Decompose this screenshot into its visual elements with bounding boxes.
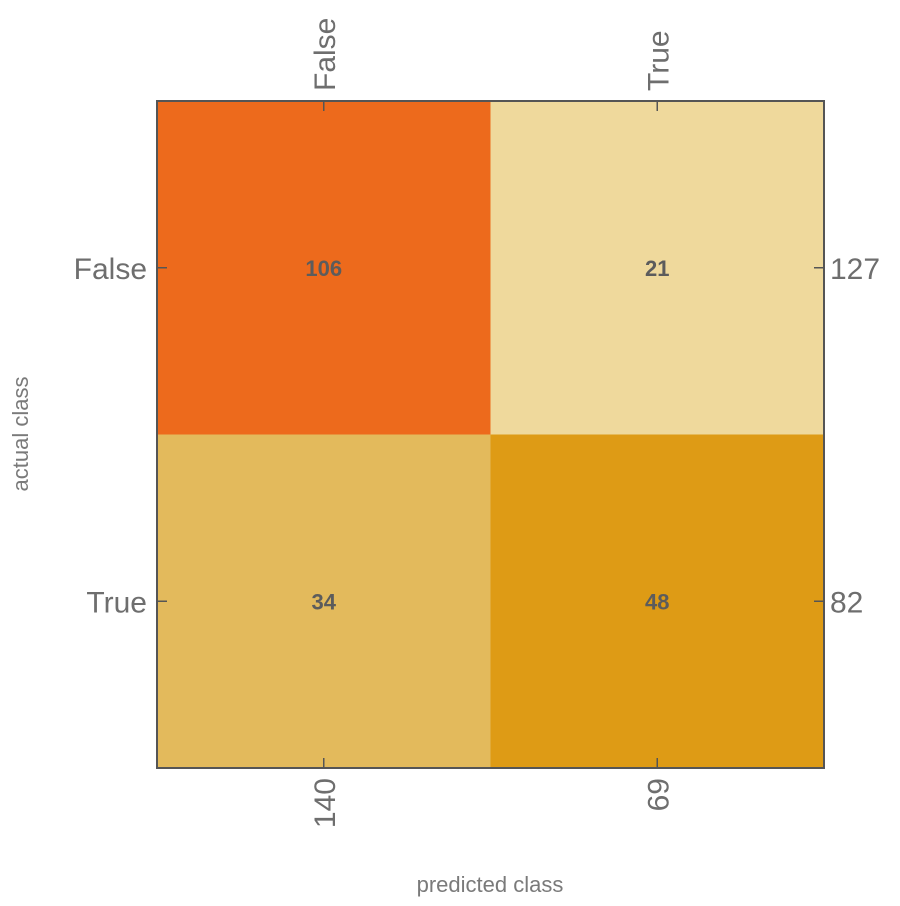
plot-frame xyxy=(156,100,825,769)
heatmap-cell-true-false xyxy=(157,434,491,768)
cell-value-label: 48 xyxy=(645,589,669,614)
y-tick-label-left: True xyxy=(86,586,147,619)
x-axis-title: predicted class xyxy=(417,872,564,897)
heatmap-cell-false-true xyxy=(490,101,824,435)
x-tick-label-top: True xyxy=(642,30,675,91)
cell-value-label: 106 xyxy=(305,256,342,281)
cell-value-label: 21 xyxy=(645,256,669,281)
y-axis-title: actual class xyxy=(8,377,33,492)
axis-ticks xyxy=(157,101,824,768)
heatmap-cell-true-true xyxy=(490,434,824,768)
column-total-label: 69 xyxy=(642,778,675,811)
row-total-label: 82 xyxy=(830,586,863,619)
x-tick-label-top: False xyxy=(309,18,342,91)
column-total-label: 140 xyxy=(309,778,342,828)
y-tick-label-left: False xyxy=(74,253,147,286)
heatmap-cells xyxy=(157,101,824,768)
heatmap-cell-false-false xyxy=(157,101,491,435)
cell-value-label: 34 xyxy=(312,589,337,614)
axis-labels: 106 21 34 48 False True 140 69 False True 127 82 xyxy=(74,18,880,828)
row-total-label: 127 xyxy=(830,253,880,286)
